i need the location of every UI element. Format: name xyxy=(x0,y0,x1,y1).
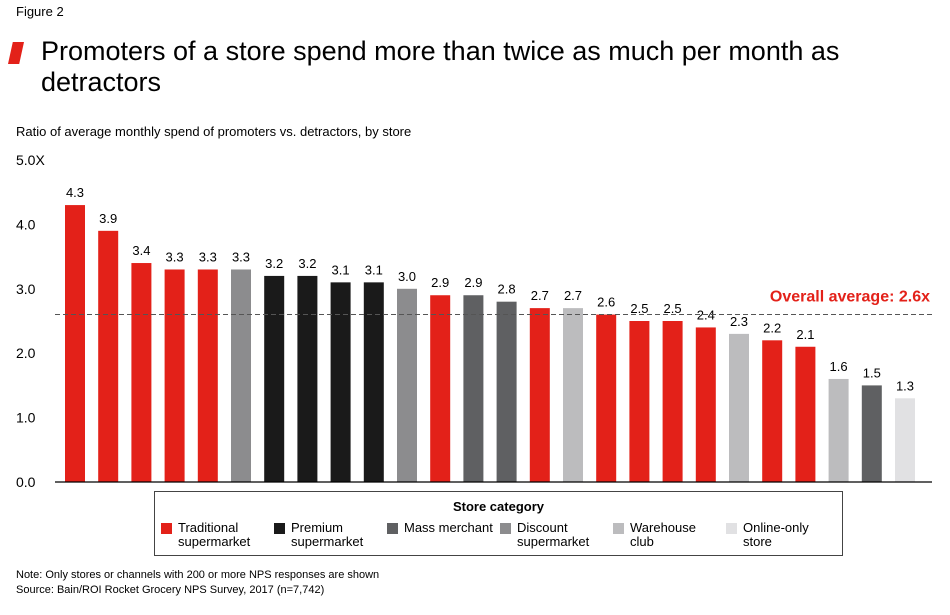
legend-item-online: Online-only store xyxy=(726,521,839,549)
bar-value-label: 2.6 xyxy=(597,295,615,310)
bar xyxy=(695,327,716,482)
bar-value-label: 2.1 xyxy=(796,327,814,342)
chart-title: Promoters of a store spend more than twi… xyxy=(41,36,840,97)
legend-swatch xyxy=(500,523,511,534)
bar-value-label: 3.1 xyxy=(332,262,350,277)
bar xyxy=(596,314,617,482)
legend-swatch xyxy=(161,523,172,534)
bar-value-label: 3.3 xyxy=(232,249,250,264)
bar xyxy=(563,308,583,482)
y-tick-label: 0.0 xyxy=(16,474,36,490)
legend-swatch xyxy=(387,523,398,534)
bar-value-label: 2.8 xyxy=(498,282,516,297)
legend-label: Warehouse club xyxy=(630,520,696,549)
bar xyxy=(197,269,218,482)
bar xyxy=(662,321,683,482)
bar xyxy=(529,308,550,482)
bar-value-label: 2.2 xyxy=(763,320,781,335)
legend-swatch xyxy=(274,523,285,534)
title-marker-icon xyxy=(8,42,24,64)
legend-item-warehouse: Warehouse club xyxy=(613,521,726,549)
bar xyxy=(496,301,517,482)
chart-subtitle: Ratio of average monthly spend of promot… xyxy=(16,124,412,139)
bar xyxy=(363,282,384,482)
bar-value-label: 3.1 xyxy=(365,262,383,277)
source-text: Source: Bain/ROI Rocket Grocery NPS Surv… xyxy=(16,584,325,596)
legend-item-discount: Discount supermarket xyxy=(500,521,613,549)
bar xyxy=(430,295,451,482)
bar xyxy=(762,340,783,482)
legend: Store category Traditional supermarket Pr… xyxy=(154,491,843,556)
bar-value-label: 3.0 xyxy=(398,269,416,284)
bar-value-label: 1.6 xyxy=(830,359,848,374)
legend-swatch xyxy=(726,523,737,534)
bar-value-label: 3.2 xyxy=(265,256,283,271)
bar xyxy=(729,333,749,482)
bar xyxy=(795,346,816,482)
legend-item-mass: Mass merchant xyxy=(387,521,500,549)
y-tick-label: 4.0 xyxy=(16,216,36,232)
bar-chart: 0.0 1.0 2.0 3.0 4.0 5.0X 4.3 3.9 3.4 3.3 3.3 3.3 3.2… xyxy=(16,152,932,490)
legend-title: Store category xyxy=(452,499,545,514)
bar xyxy=(629,321,650,482)
legend-swatch xyxy=(613,523,624,534)
bar-value-label: 2.7 xyxy=(564,288,582,303)
bar-value-label: 2.7 xyxy=(531,288,549,303)
legend-label: Online-only store xyxy=(743,520,809,549)
bar xyxy=(463,295,484,482)
bar xyxy=(895,398,915,482)
bar xyxy=(330,282,351,482)
legend-label: Mass merchant xyxy=(404,520,493,535)
bar xyxy=(231,269,251,482)
legend-label: Premium supermarket xyxy=(291,520,364,549)
bar-value-label: 1.3 xyxy=(896,378,914,393)
bar-value-label: 3.4 xyxy=(132,243,150,258)
legend-items: Traditional supermarket Premium supermark… xyxy=(161,521,839,549)
bar xyxy=(65,205,85,482)
bar-value-label: 2.5 xyxy=(630,301,648,316)
bar-value-label: 1.5 xyxy=(863,365,881,380)
bar xyxy=(164,269,185,482)
bar-value-label: 3.3 xyxy=(199,249,217,264)
bar-value-label: 2.5 xyxy=(664,301,682,316)
bar-value-label: 2.3 xyxy=(730,314,748,329)
bar xyxy=(131,263,152,482)
bar xyxy=(828,378,849,482)
legend-item-traditional: Traditional supermarket xyxy=(161,521,274,549)
bar xyxy=(397,288,417,482)
bar-value-label: 3.2 xyxy=(298,256,316,271)
note-text: Note: Only stores or channels with 200 o… xyxy=(16,569,380,581)
legend-item-premium: Premium supermarket xyxy=(274,521,387,549)
bar xyxy=(861,385,882,482)
legend-label: Discount supermarket xyxy=(517,520,590,549)
bar-value-label: 2.9 xyxy=(464,275,482,290)
bar-value-label: 3.9 xyxy=(99,211,117,226)
y-tick-label: 5.0X xyxy=(16,152,45,168)
notes: Note: Only stores or channels with 200 o… xyxy=(16,568,379,598)
bar xyxy=(264,275,285,482)
y-tick-label: 2.0 xyxy=(16,345,36,361)
bar-value-label: 3.3 xyxy=(166,249,184,264)
bar-value-label: 4.3 xyxy=(66,185,84,200)
y-tick-label: 3.0 xyxy=(16,281,36,297)
legend-label: Traditional supermarket xyxy=(178,520,251,549)
bar xyxy=(98,230,119,482)
average-label: Overall average: 2.6x xyxy=(770,289,930,306)
figure-label: Figure 2 xyxy=(16,4,64,19)
y-tick-label: 1.0 xyxy=(16,410,36,426)
bar-value-label: 2.9 xyxy=(431,275,449,290)
bar xyxy=(297,275,318,482)
